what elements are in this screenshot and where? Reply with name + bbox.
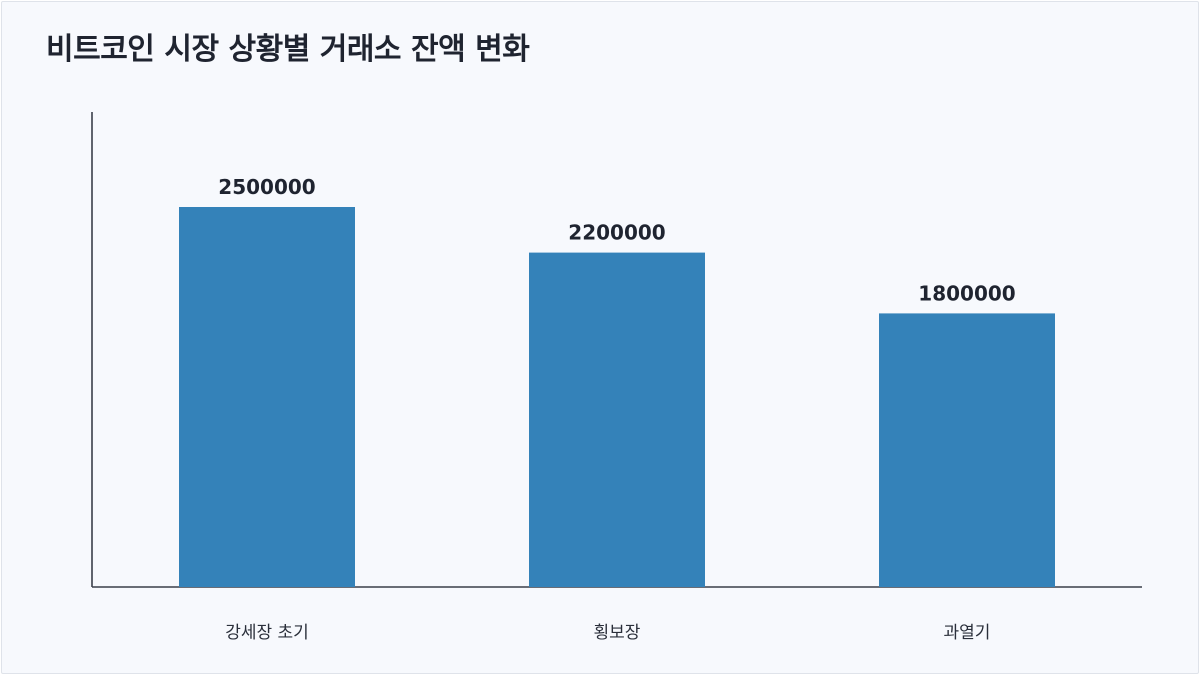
data-label-1: 2500000: [218, 175, 315, 199]
bar-1: [179, 207, 355, 587]
data-label-3: 1800000: [918, 281, 1015, 305]
bar-3: [879, 313, 1055, 587]
x-tick-label-3: 과열기: [944, 623, 991, 643]
x-tick-label-1: 강세장 초기: [225, 623, 309, 643]
chart-title: 비트코인 시장 상황별 거래소 잔액 변화: [46, 32, 530, 67]
bar-2: [529, 252, 705, 587]
data-label-2: 2200000: [568, 221, 665, 245]
bar-group: 2500000 강세장 초기 2200000 횡보장 1800000 과열기: [179, 175, 1055, 643]
x-tick-label-2: 횡보장: [594, 623, 641, 643]
